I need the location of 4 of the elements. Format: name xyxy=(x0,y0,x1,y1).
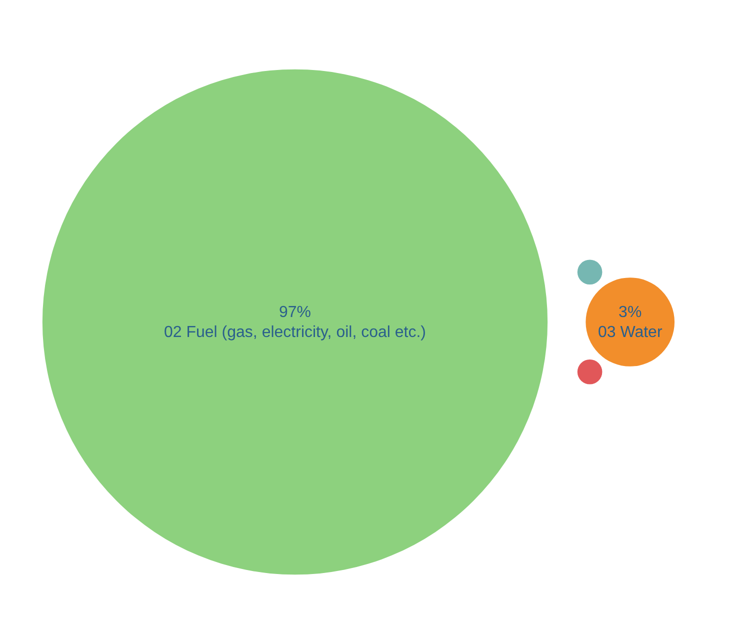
data-label: 97% xyxy=(278,304,312,321)
data-label: 3% xyxy=(618,304,642,321)
category-label: 03 Water xyxy=(598,324,663,341)
category-label: 02 Fuel (gas, electricity, oil, coal etc.) xyxy=(164,324,426,341)
